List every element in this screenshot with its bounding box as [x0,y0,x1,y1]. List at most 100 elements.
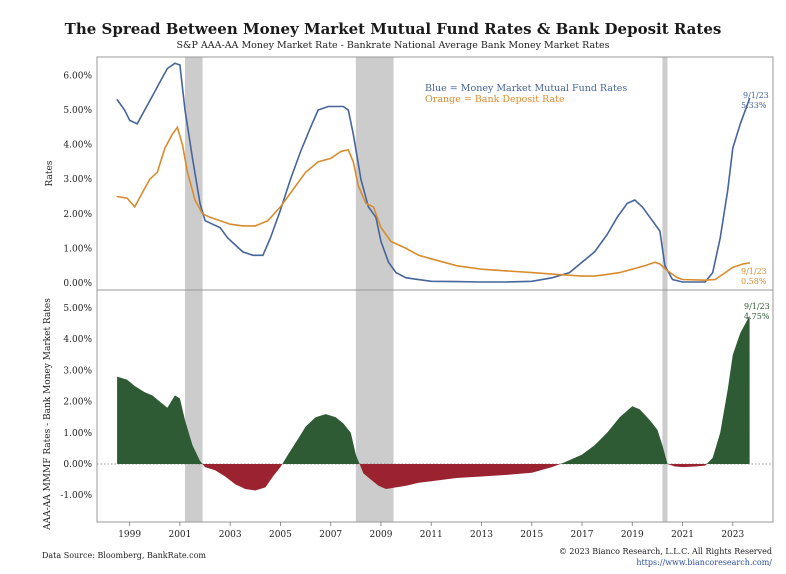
series-point-deposit [606,273,608,275]
xtick-label: 2007 [319,530,342,540]
bottom-ylabel: AAA-AA MMMF Rates - Bank Money Market Ra… [43,298,53,531]
series-point-mmmf [289,178,292,180]
series-point-deposit [181,144,183,146]
series-point-mmmf [659,230,661,232]
series-point-mmmf [606,234,608,236]
series-point-mmmf [129,119,131,121]
series-point-deposit [254,225,256,227]
xtick-label: 2001 [168,530,191,540]
series-point-deposit [176,126,178,128]
series-point-mmmf [174,62,176,64]
series-point-deposit [742,263,744,265]
series-point-deposit [581,275,583,277]
bottom-ytick-label: -1.00% [60,491,92,501]
series-point-deposit [468,266,470,268]
series-point-mmmf [664,265,666,267]
series-point-mmmf [594,251,596,253]
xtick-label: 2019 [621,530,644,540]
data-source: Data Source: Bloomberg, BankRate.com [42,551,206,560]
series-point-mmmf [506,281,508,283]
series-point-deposit [676,277,679,279]
copyright-block: © 2023 Bianco Research, L.L.C. All Right… [559,546,772,568]
xtick-label: 2013 [470,530,493,540]
series-point-mmmf [204,220,206,222]
series-point-deposit [194,199,196,201]
series-point-mmmf [732,147,734,149]
series-point-deposit [405,247,407,249]
series-point-deposit [279,206,281,208]
series-point-mmmf [279,209,281,211]
series-point-deposit [116,195,118,198]
series-point-deposit [654,261,656,263]
series-point-deposit [380,227,382,229]
series-point-deposit [219,220,221,222]
series-point-mmmf [199,202,201,204]
series-point-mmmf [151,95,153,97]
series-point-deposit [480,268,483,270]
series-point-deposit [749,262,751,264]
series-point-mmmf [749,98,751,100]
series-point-deposit [681,278,684,281]
series-point-mmmf [581,261,583,263]
annotation-spread-value: 4.75% [744,312,770,321]
xtick-label: 2003 [219,530,242,540]
spread-negative-area [117,464,750,491]
website-link[interactable]: https://www.biancoresearch.com/ [636,558,772,567]
series-point-deposit [317,161,319,163]
series-point-deposit [430,258,432,260]
top-ytick-label: 4.00% [63,141,92,151]
series-point-deposit [556,273,558,275]
series-point-deposit [390,240,392,243]
series-point-deposit [171,133,173,135]
series-point-mmmf [136,123,138,125]
series-point-mmmf [405,277,407,279]
top-ytick-label: 3.00% [63,175,92,185]
xtick-label: 2005 [269,530,292,540]
annotation-deposit-value: 0.58% [741,277,767,286]
copyright-text: © 2023 Bianco Research, L.L.C. All Right… [558,547,772,556]
series-point-deposit [531,272,533,274]
series-point-deposit [352,161,354,163]
series-point-deposit [201,213,204,215]
page-subtitle: S&P AAA-AA Money Market Rate - Bankrate … [176,40,610,51]
series-point-deposit [455,265,457,267]
series-point-mmmf [531,280,533,282]
series-point-mmmf [375,216,377,218]
series-point-mmmf [159,81,161,83]
series-point-deposit [330,157,332,159]
series-point-mmmf [651,220,654,222]
series-point-mmmf [347,109,349,111]
series-point-mmmf [116,99,118,101]
bottom-ytick-label: 4.00% [63,335,92,345]
series-point-deposit [141,192,143,194]
series-point-deposit [506,270,508,272]
series-point-deposit [443,261,445,263]
series-point-mmmf [380,240,382,243]
series-point-deposit [659,263,661,265]
series-point-deposit [267,220,269,222]
bottom-ytick-label: 2.00% [63,398,92,408]
series-point-mmmf [568,272,571,274]
series-point-mmmf [179,64,181,66]
series-point-mmmf [227,237,229,239]
annotation-deposit-date: 9/1/23 [741,267,767,276]
series-point-deposit [594,275,596,277]
xtick-label: 2011 [420,530,443,540]
legend-mmmf: Blue = Money Market Mutual Fund Rates [425,83,627,94]
bottom-ytick-label: 0.00% [63,460,92,470]
xtick-label: 1999 [118,530,141,540]
series-point-mmmf [455,281,457,283]
series-point-deposit [340,150,342,153]
series-point-mmmf [634,199,636,201]
annotation-mmmf-date: 9/1/23 [743,91,769,100]
series-point-mmmf [616,216,618,218]
series-point-mmmf [430,280,432,282]
series-point-mmmf [342,105,344,108]
series-point-mmmf [360,178,362,180]
series-point-mmmf [269,237,271,239]
series-point-deposit [149,178,151,180]
series-point-deposit [357,185,359,187]
series-point-deposit [372,206,374,208]
series-point-mmmf [166,67,168,70]
